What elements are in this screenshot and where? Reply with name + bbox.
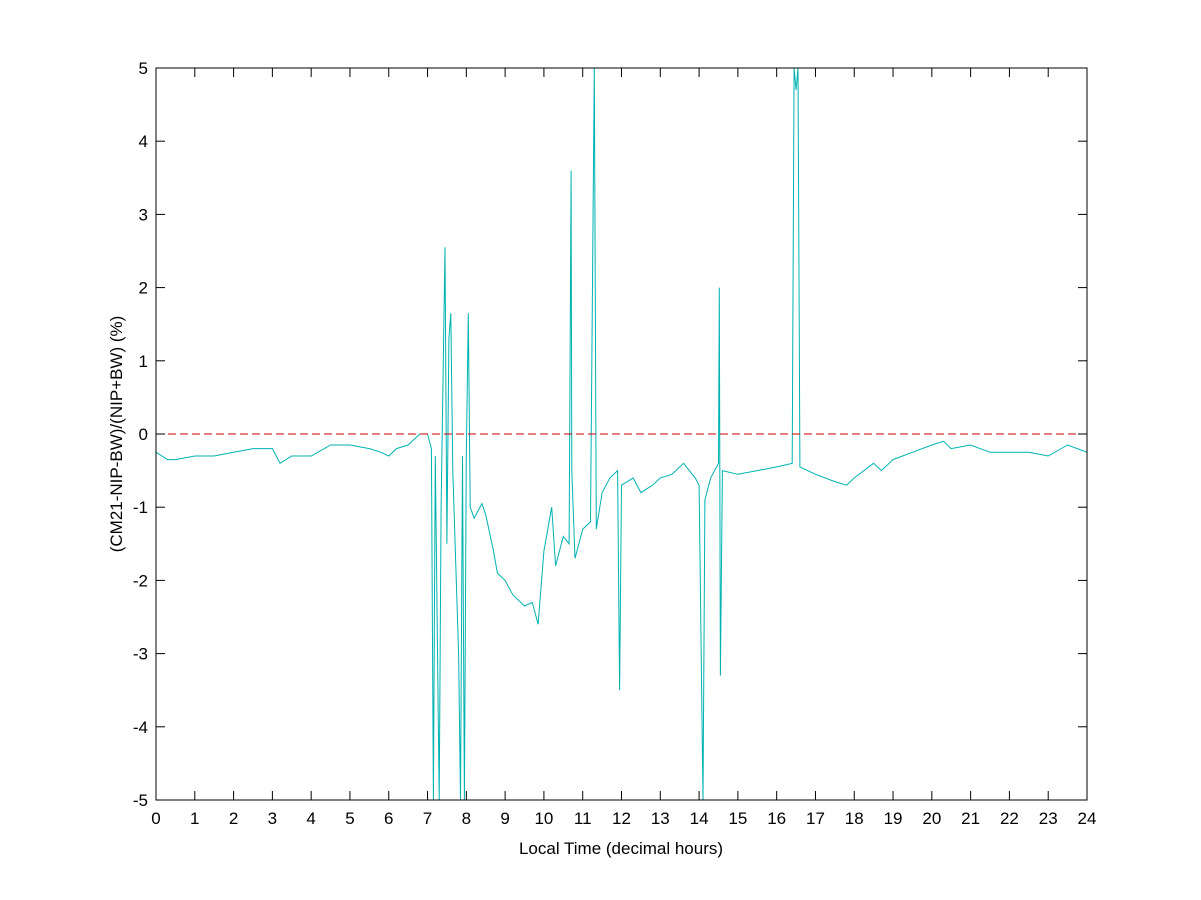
- y-tick-label: 4: [139, 132, 148, 151]
- x-tick-label: 0: [151, 809, 160, 828]
- x-tick-label: 11: [574, 809, 592, 828]
- x-tick-label: 10: [534, 809, 553, 828]
- x-tick-label: 2: [229, 809, 238, 828]
- x-tick-label: 1: [190, 809, 199, 828]
- x-tick-label: 12: [612, 809, 631, 828]
- y-tick-label: 2: [139, 279, 148, 298]
- x-tick-label: 16: [767, 809, 786, 828]
- y-tick-label: 1: [139, 352, 148, 371]
- y-tick-label: -4: [133, 718, 148, 737]
- x-tick-label: 17: [806, 809, 825, 828]
- x-tick-label: 18: [845, 809, 864, 828]
- x-tick-label: 7: [423, 809, 432, 828]
- y-tick-label: 5: [139, 59, 148, 78]
- x-tick-label: 20: [922, 809, 941, 828]
- x-tick-label: 23: [1039, 809, 1058, 828]
- y-tick-label: 3: [139, 205, 148, 224]
- x-tick-label: 19: [884, 809, 903, 828]
- y-tick-label: -5: [133, 791, 148, 810]
- x-tick-label: 5: [345, 809, 354, 828]
- x-tick-label: 22: [1000, 809, 1019, 828]
- data-series-line: [156, 68, 1087, 800]
- x-tick-label: 4: [306, 809, 315, 828]
- y-tick-label: -3: [133, 645, 148, 664]
- y-tick-label: 0: [139, 425, 148, 444]
- x-tick-label: 15: [728, 809, 747, 828]
- x-tick-label: 14: [690, 809, 709, 828]
- x-tick-label: 13: [651, 809, 670, 828]
- x-tick-label: 6: [384, 809, 393, 828]
- x-tick-label: 3: [268, 809, 277, 828]
- y-tick-label: -1: [133, 498, 148, 517]
- x-tick-label: 21: [961, 809, 980, 828]
- x-tick-label: 8: [462, 809, 471, 828]
- x-tick-label: 24: [1078, 809, 1097, 828]
- y-tick-label: -2: [133, 571, 148, 590]
- x-tick-label: 9: [500, 809, 509, 828]
- y-axis-label: (CM21-NIP-BW)/(NIP+BW) (%): [107, 316, 126, 553]
- x-axis-label: Local Time (decimal hours): [519, 839, 723, 858]
